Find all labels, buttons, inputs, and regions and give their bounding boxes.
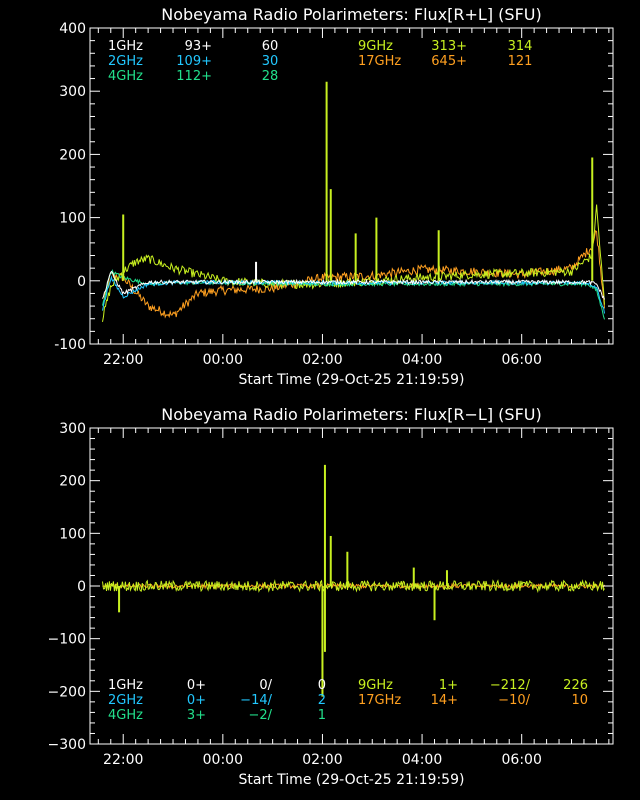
legend-extra-4GHz: −2/ bbox=[248, 708, 272, 723]
legend-value-17GHz: 645+ bbox=[431, 54, 467, 69]
plot-area bbox=[102, 81, 605, 322]
legend-value-1GHz: 0+ bbox=[187, 678, 206, 693]
legend-extra-1GHz: 60 bbox=[262, 39, 279, 54]
y-tick-label: −200 bbox=[48, 684, 86, 700]
y-tick-label: −300 bbox=[48, 737, 86, 753]
legend-value-17GHz: 14+ bbox=[431, 693, 458, 708]
x-tick-label: 02:00 bbox=[302, 352, 342, 368]
y-tick-label: 200 bbox=[59, 474, 86, 490]
x-tick-label: 04:00 bbox=[402, 752, 442, 768]
y-tick-label: 300 bbox=[59, 421, 86, 437]
y-tick-label: 100 bbox=[59, 211, 86, 227]
legend-extra-9GHz: 314 bbox=[508, 39, 533, 54]
legend-value-2GHz: 109+ bbox=[176, 54, 212, 69]
y-tick-label: -100 bbox=[54, 337, 86, 353]
y-tick-label: 0 bbox=[77, 579, 86, 595]
legend-freq-9GHz: 9GHz bbox=[358, 39, 393, 54]
legend-freq-1GHz: 1GHz bbox=[108, 39, 143, 54]
series-line-1GHz bbox=[102, 270, 605, 300]
legend-extra2-1GHz: 0 bbox=[318, 678, 326, 693]
y-tick-label: 100 bbox=[59, 526, 86, 542]
legend-value-1GHz: 93+ bbox=[185, 39, 212, 54]
x-tick-label: 06:00 bbox=[502, 752, 542, 768]
x-tick-label: 06:00 bbox=[502, 352, 542, 368]
x-tick-label: 02:00 bbox=[302, 752, 342, 768]
legend-extra-9GHz: −212/ bbox=[490, 678, 531, 693]
x-tick-label: 00:00 bbox=[203, 352, 243, 368]
legend-freq-17GHz: 17GHz bbox=[358, 693, 401, 708]
legend-freq-9GHz: 9GHz bbox=[358, 678, 393, 693]
legend-value-4GHz: 3+ bbox=[187, 708, 206, 723]
y-tick-label: 0 bbox=[77, 274, 86, 290]
y-tick-label: 300 bbox=[59, 84, 86, 100]
legend-freq-1GHz: 1GHz bbox=[108, 678, 143, 693]
legend-value-9GHz: 313+ bbox=[431, 39, 467, 54]
legend-value-2GHz: 0+ bbox=[187, 693, 206, 708]
x-tick-label: 00:00 bbox=[203, 752, 243, 768]
y-tick-label: −100 bbox=[48, 632, 86, 648]
legend-extra2-17GHz: 10 bbox=[571, 693, 588, 708]
series-line-9GHz bbox=[102, 579, 605, 594]
plot-frame bbox=[89, 27, 614, 345]
plot-area bbox=[102, 464, 605, 697]
x-tick-label: 22:00 bbox=[103, 752, 143, 768]
legend-extra-4GHz: 28 bbox=[262, 69, 279, 84]
y-tick-label: 200 bbox=[59, 147, 86, 163]
x-tick-label: 22:00 bbox=[103, 352, 143, 368]
series-line-9GHz bbox=[102, 204, 605, 322]
legend-extra-17GHz: −10/ bbox=[498, 693, 530, 708]
chart-title: Nobeyama Radio Polarimeters: Flux[R+L] (… bbox=[161, 5, 541, 24]
x-axis-label: Start Time (29-Oct-25 21:19:59) bbox=[239, 772, 465, 788]
legend-freq-2GHz: 2GHz bbox=[108, 54, 143, 69]
legend-freq-17GHz: 17GHz bbox=[358, 54, 401, 69]
legend-extra-1GHz: 0/ bbox=[259, 678, 272, 693]
legend-freq-2GHz: 2GHz bbox=[108, 693, 143, 708]
legend-extra-17GHz: 121 bbox=[508, 54, 533, 69]
legend-freq-4GHz: 4GHz bbox=[108, 708, 143, 723]
legend-freq-4GHz: 4GHz bbox=[108, 69, 143, 84]
x-axis-label: Start Time (29-Oct-25 21:19:59) bbox=[239, 372, 465, 388]
legend-extra2-2GHz: 2 bbox=[318, 693, 326, 708]
chart-title: Nobeyama Radio Polarimeters: Flux[R−L] (… bbox=[161, 405, 541, 424]
legend-extra-2GHz: 30 bbox=[262, 54, 279, 69]
legend-extra-2GHz: −14/ bbox=[240, 693, 272, 708]
x-tick-label: 04:00 bbox=[402, 352, 442, 368]
legend-value-9GHz: 1+ bbox=[439, 678, 458, 693]
y-tick-label: 400 bbox=[59, 21, 86, 37]
legend-extra2-9GHz: 226 bbox=[563, 678, 588, 693]
legend-extra2-4GHz: 1 bbox=[318, 708, 326, 723]
legend-value-4GHz: 112+ bbox=[176, 69, 212, 84]
